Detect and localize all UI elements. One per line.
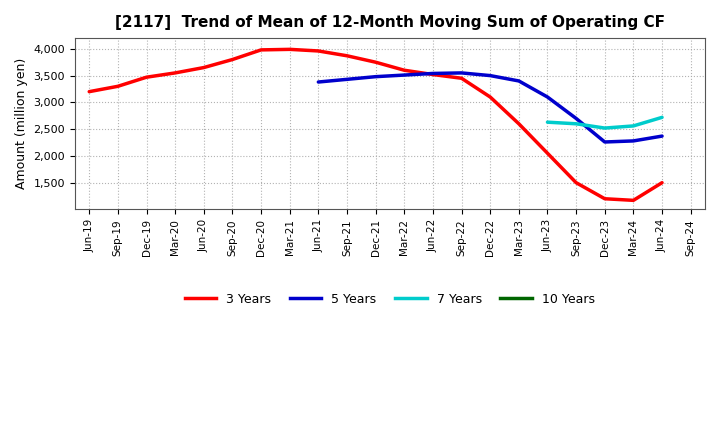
Title: [2117]  Trend of Mean of 12-Month Moving Sum of Operating CF: [2117] Trend of Mean of 12-Month Moving …	[115, 15, 665, 30]
Legend: 3 Years, 5 Years, 7 Years, 10 Years: 3 Years, 5 Years, 7 Years, 10 Years	[180, 288, 600, 311]
Y-axis label: Amount (million yen): Amount (million yen)	[15, 58, 28, 189]
